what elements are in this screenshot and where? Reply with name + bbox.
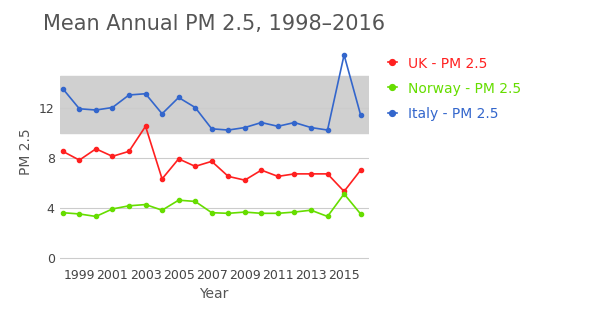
Norway - PM 2.5 [92, 214, 99, 218]
UK - PM 2.5 [274, 175, 281, 178]
Italy - PM 2.5 [60, 87, 67, 91]
Italy - PM 2.5 [208, 127, 215, 131]
Italy - PM 2.5 [274, 124, 281, 128]
Italy - PM 2.5 [357, 113, 364, 117]
UK - PM 2.5 [109, 155, 116, 158]
UK - PM 2.5 [76, 158, 83, 162]
UK - PM 2.5 [158, 177, 165, 181]
Norway - PM 2.5 [274, 211, 281, 215]
Italy - PM 2.5 [192, 106, 199, 109]
UK - PM 2.5 [142, 124, 149, 128]
Line: UK - PM 2.5: UK - PM 2.5 [61, 124, 363, 194]
UK - PM 2.5 [92, 147, 99, 151]
Italy - PM 2.5 [158, 112, 165, 116]
Italy - PM 2.5 [109, 106, 116, 109]
UK - PM 2.5 [225, 175, 232, 178]
Italy - PM 2.5 [324, 128, 331, 132]
Italy - PM 2.5 [175, 96, 182, 99]
UK - PM 2.5 [175, 157, 182, 161]
Norway - PM 2.5 [258, 211, 265, 215]
Italy - PM 2.5 [291, 121, 298, 125]
UK - PM 2.5 [241, 178, 248, 182]
Italy - PM 2.5 [92, 108, 99, 112]
Norway - PM 2.5 [340, 192, 347, 196]
UK - PM 2.5 [357, 168, 364, 172]
Norway - PM 2.5 [192, 200, 199, 204]
UK - PM 2.5 [208, 159, 215, 163]
Norway - PM 2.5 [126, 204, 133, 208]
UK - PM 2.5 [126, 149, 133, 153]
Norway - PM 2.5 [357, 212, 364, 216]
X-axis label: Year: Year [199, 288, 229, 301]
UK - PM 2.5 [308, 172, 315, 176]
Italy - PM 2.5 [241, 126, 248, 129]
UK - PM 2.5 [291, 172, 298, 176]
Norway - PM 2.5 [225, 211, 232, 215]
Norway - PM 2.5 [324, 214, 331, 218]
Norway - PM 2.5 [60, 211, 67, 215]
Legend: UK - PM 2.5, Norway - PM 2.5, Italy - PM 2.5: UK - PM 2.5, Norway - PM 2.5, Italy - PM… [388, 57, 521, 121]
Norway - PM 2.5 [291, 210, 298, 214]
Norway - PM 2.5 [158, 208, 165, 212]
Bar [60, 76, 369, 133]
Norway - PM 2.5 [241, 210, 248, 214]
Italy - PM 2.5 [340, 53, 347, 57]
UK - PM 2.5 [258, 168, 265, 172]
UK - PM 2.5 [324, 172, 331, 176]
UK - PM 2.5 [60, 149, 67, 153]
Norway - PM 2.5 [175, 198, 182, 202]
Norway - PM 2.5 [308, 208, 315, 212]
Norway - PM 2.5 [109, 207, 116, 211]
Italy - PM 2.5 [76, 107, 83, 111]
Line: Italy - PM 2.5: Italy - PM 2.5 [61, 53, 363, 132]
Italy - PM 2.5 [126, 93, 133, 97]
UK - PM 2.5 [192, 165, 199, 168]
Y-axis label: PM 2.5: PM 2.5 [19, 128, 33, 175]
Line: Norway - PM 2.5: Norway - PM 2.5 [61, 192, 363, 219]
Italy - PM 2.5 [258, 121, 265, 125]
Italy - PM 2.5 [142, 92, 149, 96]
Norway - PM 2.5 [76, 212, 83, 216]
UK - PM 2.5 [340, 189, 347, 193]
Title: Mean Annual PM 2.5, 1998–2016: Mean Annual PM 2.5, 1998–2016 [43, 14, 386, 34]
Italy - PM 2.5 [308, 126, 315, 129]
Norway - PM 2.5 [208, 211, 215, 215]
Norway - PM 2.5 [142, 203, 149, 206]
Italy - PM 2.5 [225, 128, 232, 132]
